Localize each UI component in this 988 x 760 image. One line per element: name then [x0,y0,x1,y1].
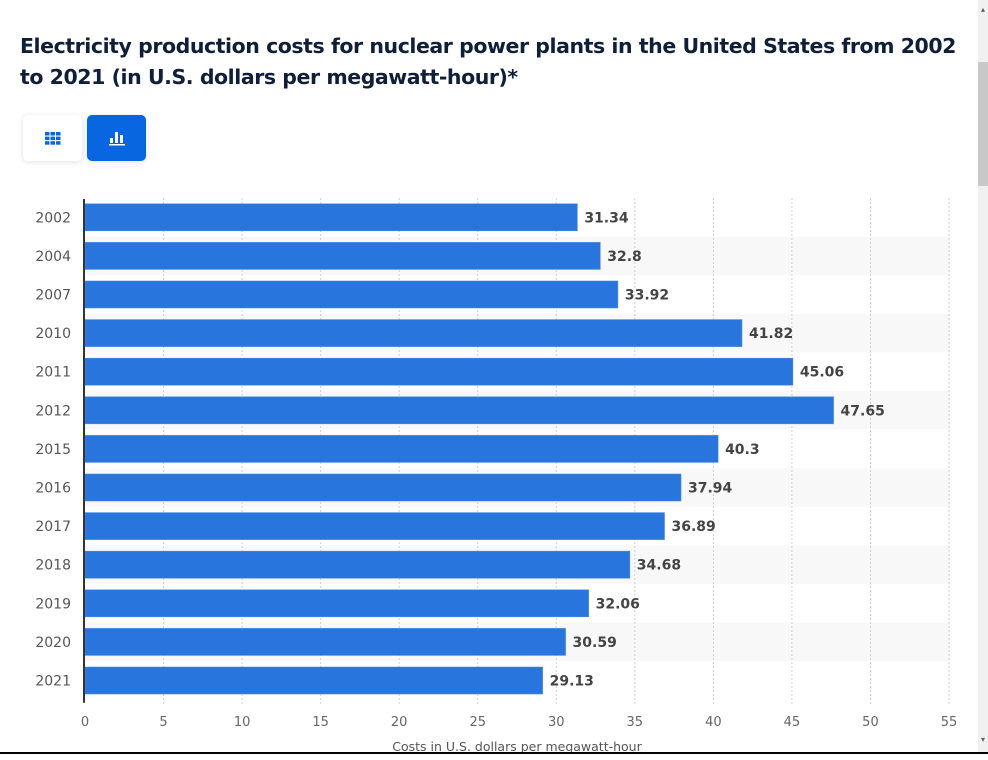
bar-2007[interactable] [84,280,619,309]
bar-chart-icon [108,132,125,146]
category-label: 2002 [35,210,71,226]
category-labels: 2002 2004 2007 2010 2011 2012 2015 2016 2017 2018… [35,210,71,689]
category-label: 2011 [35,365,71,381]
category-label: 2019 [35,596,71,612]
x-tick-labels: 0 5 10 15 20 25 30 35 40 45 50 55 [81,715,957,730]
x-tick-label: 40 [705,715,722,730]
value-label: 40.3 [725,442,760,458]
category-label: 2010 [35,326,71,342]
value-label: 41.82 [749,326,793,342]
category-label: 2004 [35,249,71,265]
bar-2021[interactable] [84,666,543,695]
chart-view-button[interactable] [87,115,146,161]
x-tick-label: 15 [312,715,329,730]
value-label: 47.65 [841,403,885,419]
view-toggle [23,115,146,161]
bar-2015[interactable] [84,435,719,463]
bar-2018[interactable] [84,550,631,579]
x-tick-label: 25 [469,715,486,730]
x-tick-label: 45 [784,715,801,730]
bars [84,203,834,695]
bar-2017[interactable] [84,512,665,540]
bar-2012[interactable] [84,396,834,425]
scroll-up-arrow-icon[interactable]: ▴ [980,5,985,14]
x-tick-label: 55 [941,715,958,730]
value-label: 33.92 [625,288,669,304]
x-axis-label: Costs in U.S. dollars per megawatt-hour [392,739,642,754]
x-tick-label: 35 [627,715,644,730]
bar-2020[interactable] [84,628,566,656]
bar-2011[interactable] [84,357,794,386]
value-label: 31.34 [584,210,629,226]
value-label: 29.13 [550,674,594,690]
table-view-button[interactable] [23,115,82,161]
bar-2010[interactable] [84,319,743,347]
category-label: 2015 [35,442,71,458]
category-label: 2020 [35,635,71,651]
value-label: 45.06 [800,365,844,381]
value-label: 36.89 [672,519,716,535]
value-labels: 31.34 32.8 33.92 41.82 45.06 47.65 40.3 37.94 36… [550,210,885,689]
category-label: 2007 [35,288,71,304]
x-tick-label: 20 [391,715,408,730]
bar-2016[interactable] [84,473,682,502]
x-tick-label: 50 [862,715,879,730]
category-label: 2016 [35,481,71,497]
value-label: 32.06 [596,596,640,612]
category-label: 2021 [35,674,71,690]
value-label: 37.94 [688,481,733,497]
chart-title: Electricity production costs for nuclear… [20,34,957,89]
value-label: 32.8 [607,249,642,265]
category-label: 2018 [35,558,71,574]
value-label: 30.59 [573,635,617,651]
x-tick-label: 0 [81,715,89,730]
x-tick-label: 30 [548,715,565,730]
scrollbar-thumb[interactable] [978,62,988,186]
bar-2019[interactable] [84,589,589,618]
category-label: 2017 [35,519,71,535]
bar-2002[interactable] [84,203,578,232]
value-label: 34.68 [637,558,681,574]
scroll-down-arrow-icon[interactable]: ▾ [980,735,985,744]
window-bottom-edge [0,752,988,754]
x-tick-label: 10 [234,715,251,730]
table-grid-icon [44,131,60,145]
bar-2004[interactable] [84,242,601,270]
vertical-scrollbar[interactable]: ▴ ▾ [978,0,988,752]
x-tick-label: 5 [159,715,167,730]
category-label: 2012 [35,403,71,419]
